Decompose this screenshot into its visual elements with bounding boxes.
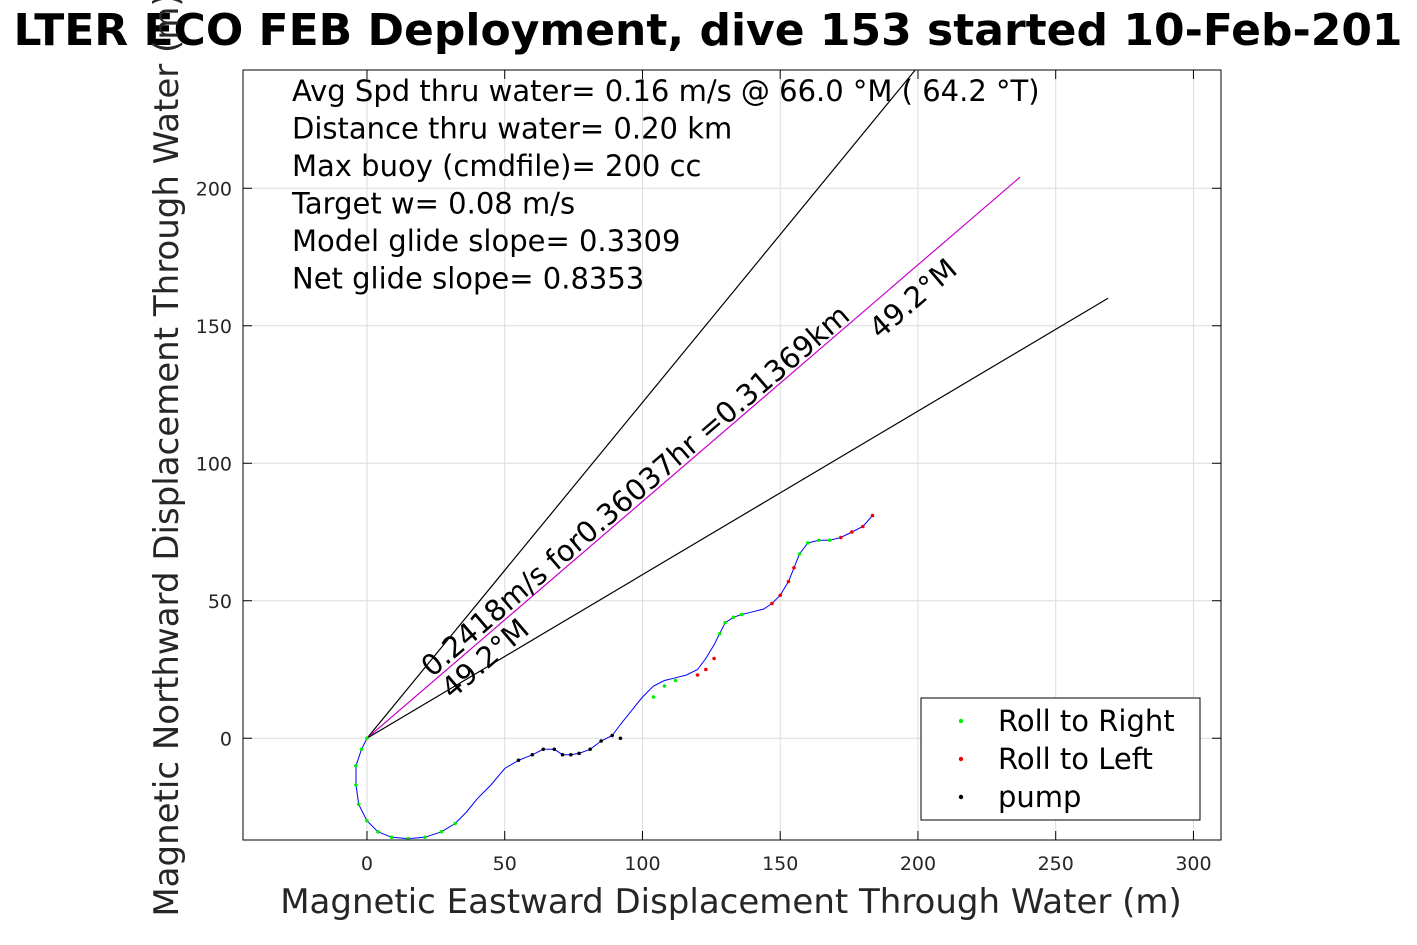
point-roll-to-right xyxy=(723,620,727,625)
point-roll-to-right xyxy=(828,538,832,543)
info-line: Avg Spd thru water= 0.16 m/s @ 66.0 °M (… xyxy=(292,74,1040,108)
x-axis-label: Magnetic Eastward Displacement Through W… xyxy=(280,882,1182,922)
heading-line-lower xyxy=(366,297,1109,739)
point-roll-to-right xyxy=(739,612,744,617)
point-pump xyxy=(569,752,573,757)
y-tick-labels: 0 50 100 150 200 xyxy=(196,178,232,750)
x-tick-label: 200 xyxy=(900,853,936,875)
point-roll-to-right xyxy=(731,615,736,620)
point-roll-to-right xyxy=(376,829,380,834)
x-tick-label: 300 xyxy=(1175,853,1211,875)
point-roll-to-left xyxy=(861,524,865,529)
point-roll-to-right xyxy=(365,736,369,741)
point-roll-to-left xyxy=(870,513,875,518)
point-roll-to-left xyxy=(839,535,843,540)
point-roll-to-right xyxy=(389,835,394,840)
point-pump xyxy=(599,739,603,743)
y-axis-label: Magnetic Northward Displacement Through … xyxy=(147,0,187,917)
point-roll-to-left xyxy=(704,667,708,672)
legend-marker xyxy=(958,756,964,762)
info-line: Model glide slope= 0.3309 xyxy=(292,224,680,258)
heading-line-upper xyxy=(366,69,916,739)
x-tick-labels: 0 50 100 150 200 250 300 xyxy=(361,853,1212,875)
point-roll-to-left xyxy=(792,565,796,570)
point-roll-to-right xyxy=(651,695,656,699)
info-text-block: Avg Spd thru water= 0.16 m/s @ 66.0 °M (… xyxy=(291,74,1040,296)
point-pump xyxy=(560,752,565,757)
point-roll-to-right xyxy=(673,678,678,683)
heading-lines xyxy=(366,69,1109,739)
info-line: Target w= 0.08 m/s xyxy=(291,187,575,221)
point-roll-to-left xyxy=(786,579,791,584)
point-roll-to-right xyxy=(439,829,444,834)
y-tick-label: 150 xyxy=(196,316,232,338)
point-roll-to-left xyxy=(850,530,854,534)
point-pump xyxy=(588,747,592,752)
heading-line-center xyxy=(366,176,1021,739)
x-tick-label: 100 xyxy=(624,853,660,875)
point-pump xyxy=(541,747,546,752)
chart-title: LTER ECO FEB Deployment, dive 153 starte… xyxy=(13,5,1402,56)
grid-lines xyxy=(243,70,1221,840)
point-roll-to-right xyxy=(359,747,364,752)
info-line: Max buoy (cmdfile)= 200 cc xyxy=(292,149,701,183)
point-pump xyxy=(610,733,614,738)
point-roll-to-right xyxy=(423,835,427,840)
data-points xyxy=(354,513,875,841)
point-pump xyxy=(618,736,623,741)
legend-marker xyxy=(958,718,964,724)
y-tick-label: 200 xyxy=(196,178,232,200)
point-roll-to-left xyxy=(778,593,783,598)
point-roll-to-right xyxy=(805,541,810,545)
point-roll-to-right xyxy=(365,818,369,823)
info-line: Distance thru water= 0.20 km xyxy=(292,112,732,146)
point-pump xyxy=(552,747,557,752)
plot-frame xyxy=(242,69,1222,841)
y-tick-label: 0 xyxy=(220,728,232,750)
point-roll-to-left xyxy=(712,656,716,661)
legend-label: Roll to Right xyxy=(998,704,1175,738)
point-roll-to-right xyxy=(453,821,457,826)
legend-label: pump xyxy=(998,780,1081,814)
point-pump xyxy=(530,752,535,757)
legend-box xyxy=(920,697,1201,821)
point-roll-to-right xyxy=(816,538,821,543)
legend-marker xyxy=(958,794,964,800)
x-tick-label: 50 xyxy=(493,853,517,875)
point-pump xyxy=(577,751,581,756)
point-roll-to-right xyxy=(662,684,667,688)
y-tick-label: 50 xyxy=(208,591,232,613)
y-tick-label: 100 xyxy=(196,453,232,475)
point-roll-to-right xyxy=(354,783,358,787)
point-roll-to-left xyxy=(695,673,700,677)
info-line: Net glide slope= 0.8353 xyxy=(292,262,644,296)
x-tick-label: 0 xyxy=(361,853,373,875)
point-roll-to-right xyxy=(356,802,361,807)
legend: Roll to Right Roll to Left pump xyxy=(920,697,1201,821)
point-roll-to-right xyxy=(797,552,802,556)
point-roll-to-left xyxy=(770,601,774,606)
axis-ticks xyxy=(243,70,1221,840)
x-tick-label: 250 xyxy=(1038,853,1074,875)
track-line xyxy=(355,515,873,840)
point-pump xyxy=(516,758,521,763)
point-roll-to-right xyxy=(717,631,722,636)
point-roll-to-right xyxy=(354,763,358,768)
dive-track xyxy=(355,515,873,840)
legend-label: Roll to Left xyxy=(998,742,1153,776)
x-tick-label: 150 xyxy=(762,853,798,875)
